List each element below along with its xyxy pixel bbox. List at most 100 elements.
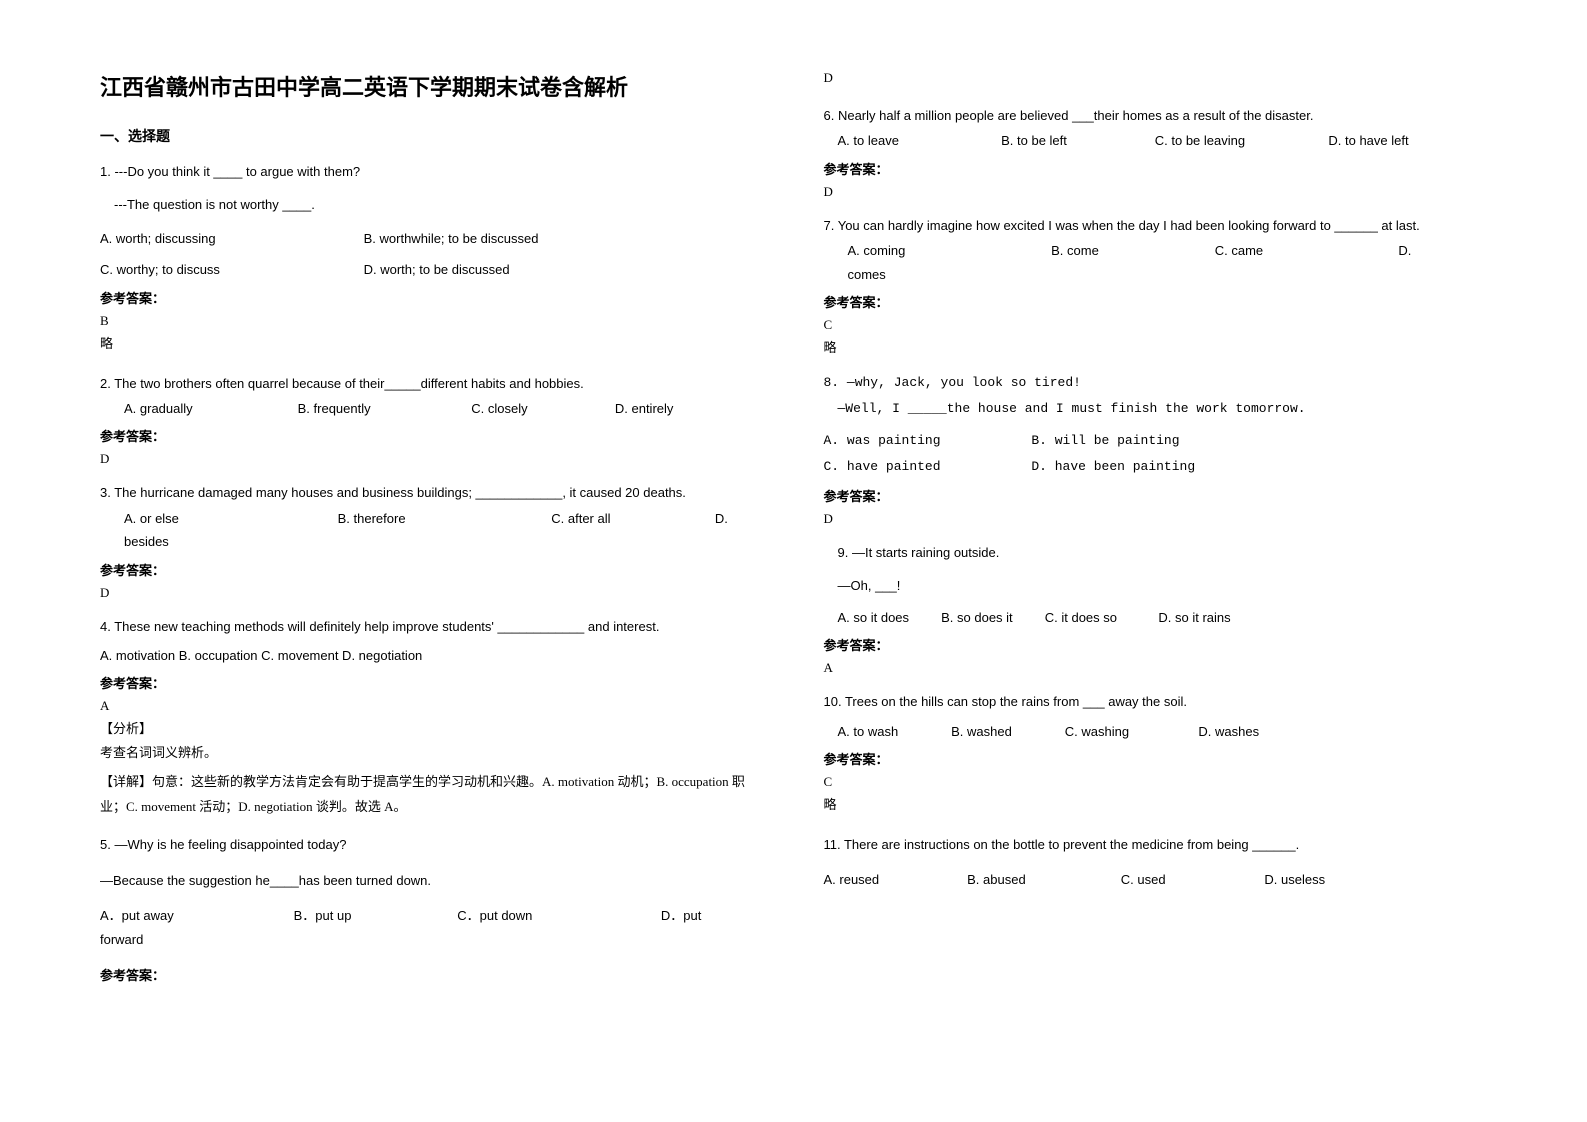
page-title: 江西省赣州市古田中学高二英语下学期期末试卷含解析 (100, 70, 764, 102)
q2-opta: A. gradually (124, 397, 254, 420)
q1-opta: A. worth; discussing (100, 227, 320, 250)
q3-opta: A. or else (124, 507, 294, 530)
q10-optc: C. washing (1065, 720, 1195, 743)
question-3: 3. The hurricane damaged many houses and… (100, 481, 764, 604)
question-5: 5. —Why is he feeling disappointed today… (100, 833, 764, 990)
q10-optd: D. washes (1198, 724, 1259, 739)
question-7: 7. You can hardly imagine how excited I … (824, 214, 1488, 360)
q5-line1: 5. —Why is he feeling disappointed today… (100, 833, 764, 856)
q2-optc: C. closely (471, 397, 571, 420)
q5-optc: C．put down (457, 904, 617, 927)
q4-options: A. motivation B. occupation C. movement … (100, 644, 764, 667)
question-8: 8. —why, Jack, you look so tired! —Well,… (824, 370, 1488, 531)
q2-optb: B. frequently (298, 397, 428, 420)
q3-text: 3. The hurricane damaged many houses and… (100, 481, 764, 504)
q1-options-row2: C. worthy; to discuss D. worth; to be di… (100, 258, 764, 281)
q1-optc: C. worthy; to discuss (100, 258, 320, 281)
q10-note: 略 (824, 794, 1488, 813)
q8-optc: C. have painted (824, 454, 1024, 480)
question-6: 6. Nearly half a million people are beli… (824, 104, 1488, 204)
q11-opta: A. reused (824, 868, 964, 891)
q1-options-row1: A. worth; discussing B. worthwhile; to b… (100, 227, 764, 250)
q6-text: 6. Nearly half a million people are beli… (824, 104, 1488, 127)
q3-optb: B. therefore (338, 507, 508, 530)
q5-optb: B．put up (294, 904, 414, 927)
q8-options-row2: C. have painted D. have been painting (824, 454, 1488, 480)
q8-options-row1: A. was painting B. will be painting (824, 428, 1488, 454)
q5-answer-label: 参考答案： (100, 965, 764, 984)
q11-optb: B. abused (967, 868, 1117, 891)
q9-options: A. so it does B. so does it C. it does s… (824, 606, 1488, 629)
q2-optd: D. entirely (615, 401, 674, 416)
question-2: 2. The two brothers often quarrel becaus… (100, 372, 764, 472)
q5-line2: —Because the suggestion he____has been t… (100, 869, 764, 892)
q7-answer-label: 参考答案： (824, 292, 1488, 311)
q8-opta: A. was painting (824, 428, 1024, 454)
q9-answer-label: 参考答案： (824, 635, 1488, 654)
q2-options: A. gradually B. frequently C. closely D.… (100, 397, 764, 420)
q6-optd: D. to have left (1328, 133, 1408, 148)
section-heading: 一、选择题 (100, 126, 764, 146)
q9-line1: 9. —It starts raining outside. (824, 541, 1488, 564)
q1-answer-label: 参考答案： (100, 288, 764, 307)
q8-optb: B. will be painting (1031, 433, 1179, 448)
q3-options: A. or else B. therefore C. after all D. … (100, 507, 764, 554)
left-column: 江西省赣州市古田中学高二英语下学期期末试卷含解析 一、选择题 1. ---Do … (100, 70, 764, 1082)
question-1: 1. ---Do you think it ____ to argue with… (100, 160, 764, 362)
q7-note: 略 (824, 337, 1488, 356)
q7-optb: B. come (1051, 239, 1171, 262)
question-11: 11. There are instructions on the bottle… (824, 833, 1488, 892)
q10-optb: B. washed (951, 720, 1061, 743)
q1-note: 略 (100, 333, 764, 352)
q8-answer: D (824, 511, 1488, 527)
q1-optb: B. worthwhile; to be discussed (364, 231, 539, 246)
q5-answer: D (824, 70, 1488, 86)
q5-options: A．put away B．put up C．put down D．put for… (100, 904, 764, 951)
q7-options: A. coming B. come C. came D. comes (824, 239, 1488, 286)
q8-line1: 8. —why, Jack, you look so tired! (824, 370, 1488, 396)
q1-optd: D. worth; to be discussed (364, 262, 510, 277)
q11-optc: C. used (1121, 868, 1261, 891)
q11-options: A. reused B. abused C. used D. useless (824, 868, 1488, 891)
question-9: 9. —It starts raining outside. —Oh, ___!… (824, 541, 1488, 680)
q8-optd: D. have been painting (1031, 459, 1195, 474)
q6-opta: A. to leave (838, 129, 958, 152)
q8-line2: —Well, I _____the house and I must finis… (824, 396, 1488, 422)
q11-optd: D. useless (1264, 872, 1325, 887)
q10-answer-label: 参考答案： (824, 749, 1488, 768)
q2-text: 2. The two brothers often quarrel becaus… (100, 372, 764, 395)
q3-answer: D (100, 585, 764, 601)
q10-opta: A. to wash (838, 720, 948, 743)
q8-answer-label: 参考答案： (824, 486, 1488, 505)
q2-answer: D (100, 451, 764, 467)
q11-text: 11. There are instructions on the bottle… (824, 833, 1488, 856)
q7-answer: C (824, 317, 1488, 333)
q4-analysis2: 【详解】句意：这些新的教学方法肯定会有助于提高学生的学习动机和兴趣。A. mot… (100, 770, 764, 819)
q10-answer: C (824, 774, 1488, 790)
q6-options: A. to leave B. to be left C. to be leavi… (824, 129, 1488, 152)
q1-line2: ---The question is not worthy ____. (100, 193, 764, 216)
q6-answer-label: 参考答案： (824, 159, 1488, 178)
q9-answer: A (824, 660, 1488, 676)
q7-text: 7. You can hardly imagine how excited I … (824, 214, 1488, 237)
q6-answer: D (824, 184, 1488, 200)
q3-optc: C. after all (551, 507, 671, 530)
question-10: 10. Trees on the hills can stop the rain… (824, 690, 1488, 823)
q6-optc: C. to be leaving (1155, 129, 1285, 152)
q9-line2: —Oh, ___! (824, 574, 1488, 597)
q2-answer-label: 参考答案： (100, 426, 764, 445)
q1-answer: B (100, 313, 764, 329)
q4-text: 4. These new teaching methods will defin… (100, 615, 764, 638)
right-column: D 6. Nearly half a million people are be… (824, 70, 1488, 1082)
q9-optb: B. so does it (941, 606, 1041, 629)
q7-opta: A. coming (848, 239, 1008, 262)
q9-optd: D. so it rains (1158, 610, 1230, 625)
q9-opta: A. so it does (838, 606, 938, 629)
question-4: 4. These new teaching methods will defin… (100, 615, 764, 824)
q3-answer-label: 参考答案： (100, 560, 764, 579)
q4-analysis1: 考查名词词义辨析。 (100, 741, 764, 766)
q9-optc: C. it does so (1045, 606, 1155, 629)
q10-options: A. to wash B. washed C. washing D. washe… (824, 720, 1488, 743)
q1-line1: 1. ---Do you think it ____ to argue with… (100, 160, 764, 183)
q4-answer-label: 参考答案： (100, 673, 764, 692)
